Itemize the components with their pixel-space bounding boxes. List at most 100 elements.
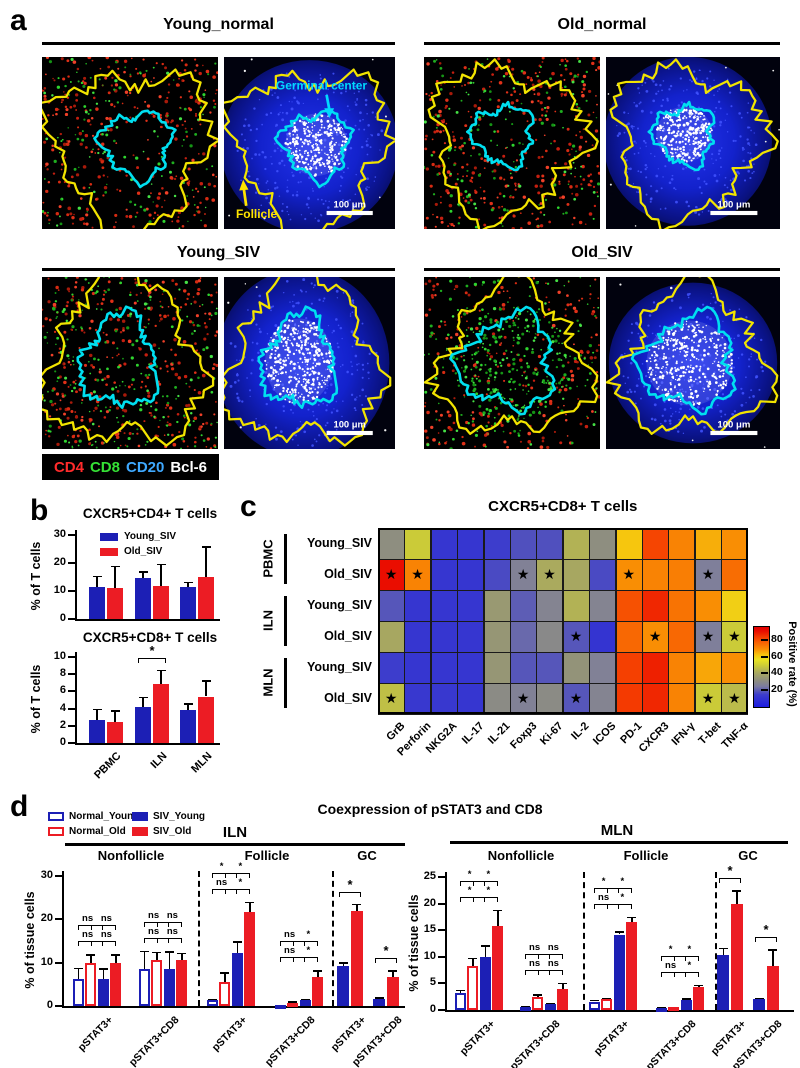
err-Old_SIV-PBMC-cap bbox=[110, 565, 120, 568]
d-legend-swatch-SIV_Old bbox=[132, 827, 148, 836]
bar-ILN-pSTAT3+CD8-Normal_Young bbox=[274, 1005, 286, 1010]
heatmap-cell-MLN-Young_SIV-T-bet bbox=[694, 652, 722, 684]
err-Old_SIV-MLN-stem bbox=[205, 546, 207, 578]
d-legend-swatch-Normal_Young bbox=[48, 812, 64, 821]
bar-Young_SIV-PBMC bbox=[89, 587, 105, 619]
sig-label: * bbox=[238, 860, 243, 872]
heatmap-cell-MLN-Old_SIV-NKG2A bbox=[430, 683, 458, 715]
err-Old_SIV-MLN-stem bbox=[205, 680, 207, 697]
bar-MLN-pSTAT3+-Normal_Young bbox=[588, 1001, 600, 1010]
err-Old_SIV-ILN-cap bbox=[156, 563, 166, 566]
heatmap-cell-ILN-Young_SIV-TNF-α bbox=[721, 590, 749, 622]
heatmap-star: ★ bbox=[728, 689, 741, 706]
err-ILN-pSTAT3+CD8-SIV_Young-cap bbox=[374, 997, 384, 999]
bar-ILN-pSTAT3+CD8-Normal_Old bbox=[151, 959, 163, 1006]
heatmap-cell-PBMC-Old_SIV-T-bet bbox=[694, 559, 722, 591]
x-label-ILN-pSTAT3+: pSTAT3+ bbox=[75, 1014, 116, 1054]
err-MLN-pSTAT3+-SIV_Young-stem bbox=[484, 945, 487, 958]
bar-MLN-pSTAT3+CD8-SIV_Old bbox=[557, 988, 569, 1010]
err-MLN-pSTAT3+-SIV_Young-stem bbox=[722, 947, 725, 956]
heatmap-star: ★ bbox=[701, 627, 715, 644]
err-MLN-pSTAT3+-Normal_Young-cap bbox=[589, 999, 599, 1002]
sig-label: ns bbox=[82, 913, 94, 924]
sig-label: * bbox=[467, 868, 472, 880]
bar-MLN-pSTAT3+CD8-SIV_Young bbox=[680, 999, 692, 1010]
bar-ILN-pSTAT3+-SIV_Old bbox=[350, 910, 363, 1006]
sig-label: ns bbox=[547, 941, 559, 953]
d_mln-y-tick-label: 0 bbox=[429, 1003, 436, 1015]
heatmap-cell-PBMC-Young_SIV-Foxp3 bbox=[510, 528, 537, 560]
sig-label: * bbox=[306, 929, 311, 940]
svg-text:100 μm: 100 μm bbox=[717, 200, 750, 211]
heatmap-cell-ILN-Old_SIV-Foxp3 bbox=[510, 621, 537, 653]
err-MLN-pSTAT3+CD8-SIV_Old-stem bbox=[772, 949, 774, 966]
heatmap-cell-PBMC-Old_SIV-Perforin bbox=[404, 559, 432, 591]
err-ILN-pSTAT3+-Normal_Old-cap bbox=[86, 954, 96, 956]
region-title-MLN: MLN bbox=[600, 822, 634, 839]
heatmap-cell-PBMC-Old_SIV-ICOS bbox=[589, 559, 617, 591]
heatmap-cell-MLN-Young_SIV-Perforin bbox=[404, 652, 432, 684]
sig-label: * bbox=[668, 943, 673, 955]
err-MLN-pSTAT3+CD8-SIV_Young-cap bbox=[545, 1002, 555, 1005]
err-ILN-pSTAT3+CD8-SIV_Young-cap bbox=[164, 951, 174, 953]
err-ILN-pSTAT3+-SIV_Young-stem bbox=[342, 962, 345, 966]
err-ILN-pSTAT3+-SIV_Old-cap bbox=[111, 954, 121, 956]
sig-label: ns bbox=[284, 945, 296, 956]
err-MLN-pSTAT3+-SIV_Young-stem bbox=[618, 931, 621, 935]
heatmap-star: ★ bbox=[728, 627, 741, 644]
d-legend-label-Normal_Old: Normal_Old bbox=[69, 826, 126, 837]
err-ILN-pSTAT3+-SIV_Old-cap bbox=[352, 903, 362, 906]
panel-d-title: Coexpression of pSTAT3 and CD8 bbox=[317, 801, 543, 817]
header-underline bbox=[424, 42, 780, 45]
heatmap-cell-PBMC-Old_SIV-Ki-67 bbox=[536, 559, 564, 591]
sig-label: ns bbox=[598, 891, 610, 903]
heatmap-star: ★ bbox=[384, 565, 398, 582]
sig-label: ns bbox=[216, 876, 228, 888]
stain-legend: CD4 CD8 CD20 Bcl-6 bbox=[42, 454, 219, 480]
err-ILN-pSTAT3+CD8-Normal_Old-cap bbox=[152, 951, 162, 954]
sig-bracket bbox=[90, 941, 116, 946]
heatmap-star: ★ bbox=[411, 565, 424, 582]
b_cd4-y-tick bbox=[68, 562, 75, 564]
sig-label: * bbox=[601, 875, 606, 887]
err-ILN-pSTAT3+-SIV_Young-cap bbox=[232, 941, 242, 943]
group-title-young-siv: Young_SIV bbox=[176, 244, 261, 261]
sig-label: * bbox=[238, 876, 243, 888]
colorbar-tick-label: 40 bbox=[771, 666, 783, 678]
sig-bracket bbox=[537, 953, 563, 959]
heatmap-cell-MLN-Young_SIV-CXCR3 bbox=[642, 652, 669, 684]
sig-ILN-pSTAT3+CD8 bbox=[375, 958, 397, 963]
bar-Old_SIV-MLN bbox=[198, 696, 214, 743]
heatmap-star: ★ bbox=[516, 689, 530, 706]
d_iln-x-axis bbox=[62, 1006, 405, 1008]
sig-bracket bbox=[606, 903, 632, 909]
b_cd4-y-tick bbox=[68, 534, 75, 536]
header-underline bbox=[424, 268, 780, 271]
err-ILN-pSTAT3+CD8-SIV_Old-cap bbox=[177, 952, 187, 955]
heatmap-row-label: Young_SIV bbox=[306, 535, 372, 550]
sig-label: * bbox=[347, 876, 353, 892]
err-ILN-pSTAT3+CD8-Normal_Young-stem bbox=[143, 950, 146, 970]
region-underline-MLN bbox=[450, 841, 788, 844]
d_mln-y-tick bbox=[438, 929, 445, 932]
heatmap-cell-PBMC-Old_SIV-PD-1 bbox=[615, 559, 643, 591]
sig-label: ns bbox=[529, 941, 541, 953]
section-label-MLN-Nonfollicle: Nonfollicle bbox=[487, 848, 555, 863]
bar-ILN-pSTAT3+-SIV_Young bbox=[231, 953, 243, 1006]
heatmap-cell-PBMC-Old_SIV-IL-17 bbox=[457, 559, 485, 591]
heatmap-row-label: Old_SIV bbox=[324, 628, 372, 643]
d_mln-y-tick bbox=[438, 955, 445, 958]
heatmap-cell-PBMC-Young_SIV-Ki-67 bbox=[536, 528, 564, 560]
panel-c-label: c bbox=[240, 490, 257, 523]
section-separator bbox=[715, 872, 717, 1010]
sig-bracket bbox=[156, 921, 182, 927]
heatmap-cell-ILN-Old_SIV-Perforin bbox=[404, 621, 432, 653]
err-MLN-pSTAT3+-Normal_Young-stem bbox=[459, 989, 462, 993]
bar-MLN-pSTAT3+CD8-SIV_Old bbox=[766, 965, 779, 1010]
bar-ILN-pSTAT3+-Normal_Young bbox=[206, 1000, 218, 1006]
header-underline bbox=[42, 42, 395, 45]
heatmap-star: ★ bbox=[569, 627, 583, 644]
err-ILN-pSTAT3+-Normal_Young-cap bbox=[73, 967, 83, 970]
heatmap-cell-PBMC-Young_SIV-TNF-α bbox=[721, 528, 749, 560]
